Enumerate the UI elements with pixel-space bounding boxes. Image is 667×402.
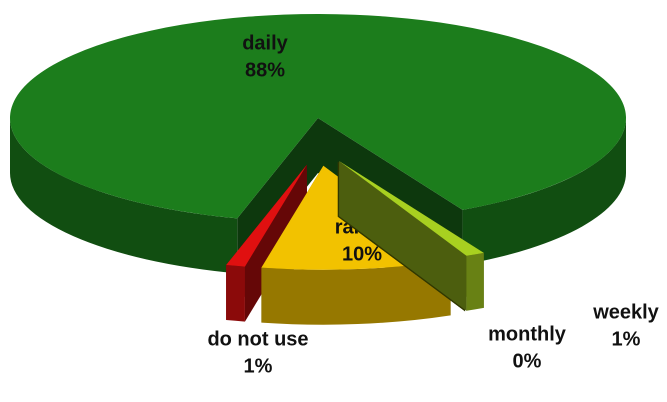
slice-side <box>226 164 307 321</box>
slice <box>339 161 484 256</box>
slice-value: 1% <box>244 355 273 377</box>
slice-side <box>466 252 484 311</box>
slice-side <box>339 161 467 311</box>
slice-side <box>261 260 451 325</box>
slice-value: 0% <box>513 350 542 372</box>
slice-label: monthly <box>488 323 567 345</box>
slice <box>10 14 627 219</box>
slice-label: weekly <box>592 301 659 323</box>
slice-value: 1% <box>612 328 641 350</box>
slice <box>226 164 307 267</box>
slice-side <box>10 118 238 274</box>
slice-value: 10% <box>342 243 382 265</box>
slice-value: 88% <box>245 59 285 81</box>
slice-label: do not use <box>207 328 308 350</box>
slice-label: daily <box>242 32 288 54</box>
slice-side <box>462 118 626 265</box>
slice-side <box>226 265 245 322</box>
